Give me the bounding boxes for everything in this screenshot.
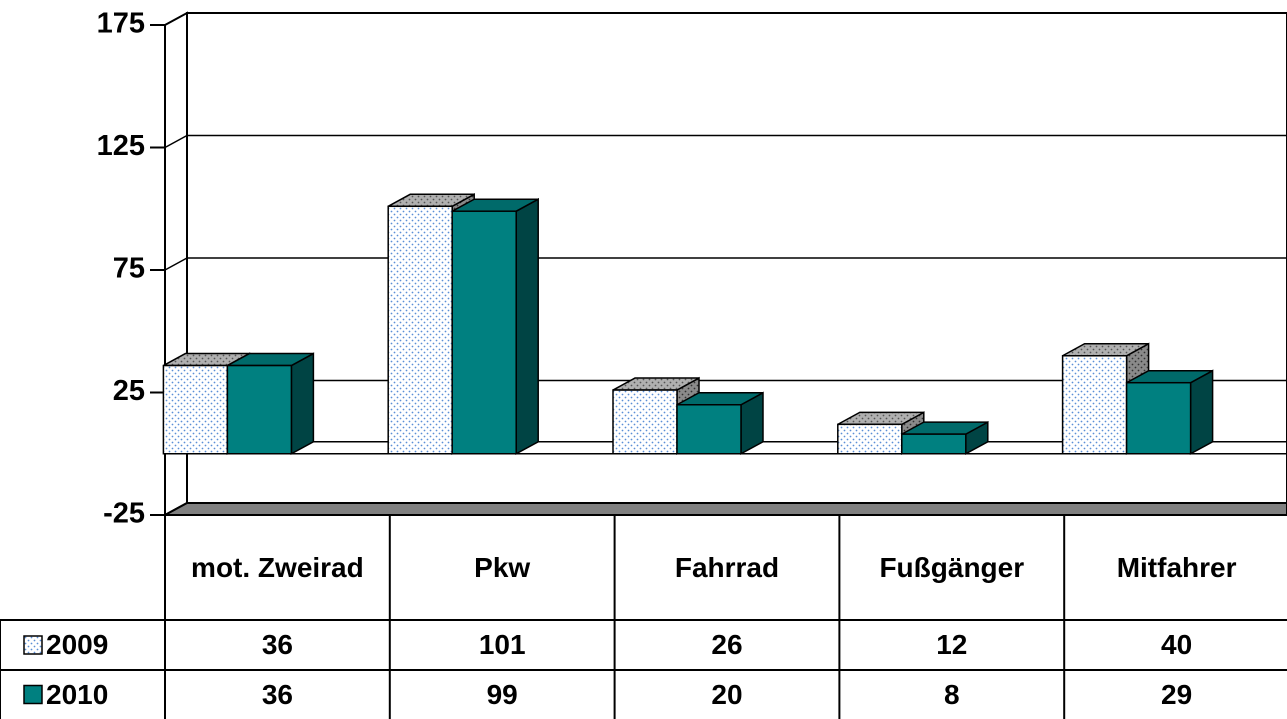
bar <box>387 205 453 455</box>
table-value: 26 <box>711 629 743 660</box>
grid-line <box>164 134 188 149</box>
category-label: Mitfahrer <box>1116 551 1237 583</box>
category-label: Fahrrad <box>674 551 780 583</box>
table-value: 12 <box>936 629 968 660</box>
table-value: 36 <box>261 629 293 660</box>
bar <box>226 364 293 455</box>
legend-swatch <box>23 684 43 705</box>
grid-line <box>164 257 188 271</box>
legend-swatch <box>23 635 43 655</box>
table-value: 29 <box>1161 678 1193 710</box>
y-tick-label: 25 <box>113 375 145 407</box>
table-value: 36 <box>261 678 293 710</box>
bar-side <box>1189 369 1214 456</box>
floor <box>164 502 1287 516</box>
bar <box>676 404 742 455</box>
bar <box>451 210 517 455</box>
table-value: 99 <box>486 678 518 710</box>
category-label: Fußgänger <box>879 551 1025 583</box>
legend-label: 2010 <box>46 678 109 710</box>
bar <box>612 389 678 455</box>
bar <box>837 423 903 455</box>
y-tick-label: 175 <box>97 8 145 40</box>
bar <box>1125 381 1192 455</box>
table-value: 20 <box>711 678 743 710</box>
bar <box>1061 355 1128 455</box>
bar-side <box>290 352 315 456</box>
legend-label: 2009 <box>46 629 109 660</box>
grid-line <box>164 502 188 516</box>
y-tick-label: -25 <box>103 498 145 530</box>
bar-side <box>515 197 539 456</box>
bar <box>162 364 229 455</box>
grid-line <box>164 12 188 26</box>
y-tick-label: 125 <box>97 130 145 162</box>
table-value: 40 <box>1161 629 1193 660</box>
bar <box>901 433 967 455</box>
category-label: mot. Zweirad <box>191 551 364 583</box>
category-label: Pkw <box>474 551 531 583</box>
table-value: 101 <box>478 629 526 660</box>
y-tick-label: 75 <box>113 253 145 285</box>
table-value: 8 <box>944 678 960 710</box>
